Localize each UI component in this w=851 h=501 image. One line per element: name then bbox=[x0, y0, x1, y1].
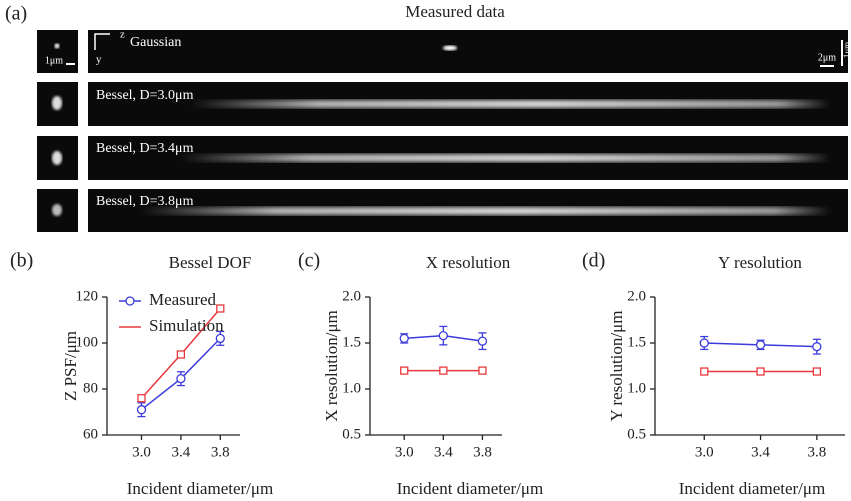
beam bbox=[190, 100, 830, 108]
chart-title: Bessel DOF bbox=[169, 253, 252, 272]
spot bbox=[54, 43, 60, 49]
y-tick-label: 2.0 bbox=[342, 288, 361, 304]
marker bbox=[700, 367, 709, 376]
marker bbox=[400, 366, 409, 375]
marker bbox=[136, 405, 147, 415]
marker bbox=[216, 304, 225, 313]
y-tick-label: 60 bbox=[83, 426, 98, 442]
x-tick-label: 3.0 bbox=[132, 444, 151, 460]
marker bbox=[137, 394, 146, 403]
y-tick-label: 1.5 bbox=[342, 334, 361, 350]
row-label: Bessel, D=3.0μm bbox=[96, 88, 194, 103]
beam bbox=[140, 207, 830, 215]
panel-label: (b) bbox=[10, 250, 33, 272]
image-row: Bessel, D=3.8μm bbox=[37, 189, 848, 232]
beam bbox=[180, 154, 830, 162]
x-tick-label: 3.4 bbox=[434, 444, 453, 460]
chart-title: Y resolution bbox=[718, 253, 802, 272]
marker bbox=[756, 367, 765, 376]
marker bbox=[812, 367, 822, 376]
y-tick-label: 1.0 bbox=[627, 380, 646, 396]
x-tick-label: 3.8 bbox=[211, 444, 230, 460]
y-tick-label: 2.0 bbox=[627, 288, 646, 304]
y-tick-label: 120 bbox=[76, 288, 99, 304]
y-tick-label: 0.5 bbox=[342, 426, 361, 442]
scale-label: 1μm bbox=[45, 55, 63, 66]
axis-arrow bbox=[94, 33, 110, 50]
y-tick-label: 0.5 bbox=[627, 426, 646, 442]
marker bbox=[215, 333, 225, 344]
spot bbox=[52, 204, 62, 216]
legend-label: Simulation bbox=[149, 316, 224, 335]
y-axis-label: Y resolution/μm bbox=[607, 311, 626, 422]
image-row: Bessel, D=3.0μm bbox=[37, 82, 848, 126]
yz-image bbox=[88, 30, 848, 73]
panel-label: (d) bbox=[582, 250, 605, 272]
row-label: Bessel, D=3.4μm bbox=[96, 141, 194, 156]
x-tick-label: 3.0 bbox=[395, 444, 414, 460]
chart-title: X resolution bbox=[426, 253, 511, 272]
xy-image bbox=[37, 30, 78, 73]
image-row: 1μm z y Gaussian 2μm 1μm bbox=[37, 29, 851, 73]
image-row: Bessel, D=3.4μm bbox=[37, 136, 848, 180]
y-tick-label: 1.5 bbox=[627, 334, 646, 350]
x-tick-label: 3.8 bbox=[473, 444, 492, 460]
y-tick-label: 80 bbox=[83, 380, 98, 396]
x-tick-label: 3.0 bbox=[695, 444, 714, 460]
marker bbox=[699, 338, 709, 348]
row-label: Gaussian bbox=[130, 35, 181, 50]
panel-title: Measured data bbox=[405, 2, 505, 21]
panel-label: (c) bbox=[298, 250, 320, 272]
y-tick-label: 1.0 bbox=[342, 380, 361, 396]
marker bbox=[478, 366, 487, 375]
x-tick-label: 3.4 bbox=[172, 444, 191, 460]
x-tick-label: 3.8 bbox=[807, 444, 826, 460]
spot bbox=[443, 45, 457, 51]
panel-label: (a) bbox=[5, 3, 27, 25]
marker bbox=[399, 333, 409, 344]
marker bbox=[176, 373, 186, 384]
x-axis-label: Incident diameter/μm bbox=[679, 479, 825, 498]
x-axis-label: Incident diameter/μm bbox=[127, 479, 273, 498]
axis-label: z bbox=[120, 29, 125, 41]
marker bbox=[438, 330, 448, 341]
spot bbox=[52, 151, 62, 165]
y-axis-label: Z PSF/μm bbox=[61, 331, 80, 401]
marker bbox=[439, 366, 448, 375]
x-axis-label: Incident diameter/μm bbox=[397, 479, 543, 498]
scale-label: 1μm bbox=[842, 42, 851, 58]
x-tick-label: 3.4 bbox=[751, 444, 770, 460]
marker bbox=[812, 342, 822, 352]
marker bbox=[477, 336, 488, 346]
axis-label: y bbox=[96, 54, 102, 66]
scale-label: 2μm bbox=[818, 52, 836, 63]
row-label: Bessel, D=3.8μm bbox=[96, 194, 194, 209]
spot bbox=[52, 96, 62, 110]
legend-marker bbox=[125, 296, 135, 306]
legend-label: Measured bbox=[149, 290, 217, 309]
y-tick-label: 100 bbox=[76, 334, 99, 350]
y-axis-label: X resolution/μm bbox=[322, 310, 341, 422]
marker bbox=[176, 350, 186, 359]
marker bbox=[755, 340, 766, 350]
